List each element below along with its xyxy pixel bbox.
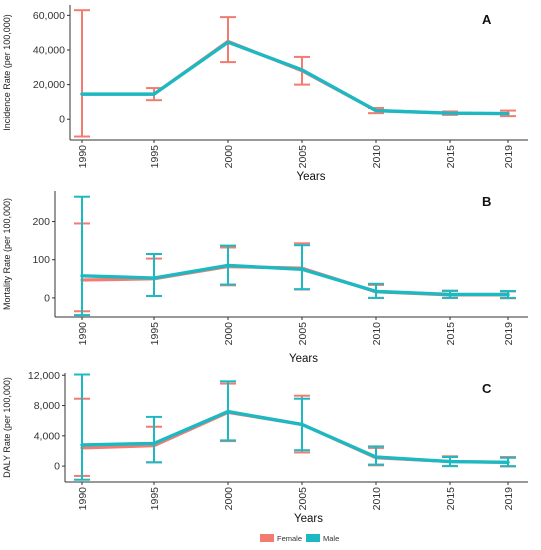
x-tick-label: 2010 (371, 487, 383, 511)
error-bar (368, 445, 384, 466)
x-tick-label: 2005 (297, 145, 309, 169)
x-tick-label: 2000 (223, 145, 235, 169)
panel-C: 0 4,000 8,000 12,000 1990 1995 2000 2005 2010 201… (2, 370, 528, 525)
y-tick-label: 0 (44, 292, 50, 304)
y-tick-label: 0 (54, 461, 60, 473)
panel-B: 0 100 200 1990 1995 2000 2005 2010 2015 2019 Years… (2, 191, 528, 365)
y-axis-title: DALY Rate (per 100,000) (2, 377, 12, 478)
x-tick-label: 1990 (77, 322, 89, 346)
x-tick-label: 2000 (223, 322, 235, 346)
series-line-female (80, 39, 510, 116)
error-bar (368, 282, 384, 299)
series-line-male (80, 409, 510, 465)
error-bar (442, 456, 458, 468)
legend-label-male: Male (323, 534, 339, 543)
x-tick-label: 1990 (77, 145, 89, 169)
series-male (74, 373, 516, 481)
legend-swatch-female (260, 534, 274, 542)
x-tick-label: 2015 (445, 322, 457, 346)
y-tick-label: 40,000 (33, 45, 65, 57)
y-axis-title: Mortality Rate (per 100,000) (2, 198, 12, 310)
legend-label-female: Female (277, 534, 302, 543)
x-tick-label: 2005 (297, 487, 309, 511)
x-tick-label: 1995 (149, 145, 161, 169)
y-tick-label: 20,000 (33, 79, 65, 91)
x-axis-title: Years (297, 171, 326, 183)
x-tick-label: 2005 (297, 322, 309, 346)
x-tick-label: 1995 (149, 487, 161, 511)
error-bar (146, 415, 162, 464)
panel-label: A (482, 12, 492, 27)
y-axis-title: Incidence Rate (per 100,000) (2, 14, 12, 131)
error-bar (74, 195, 90, 317)
x-axis-title: Years (294, 513, 323, 525)
x-axis-title: Years (289, 353, 318, 365)
error-bar (294, 397, 310, 452)
y-tick-label: 100 (32, 254, 50, 266)
error-bar (74, 373, 90, 481)
x-tick-label: 1995 (149, 322, 161, 346)
y-tick-label: 60,000 (33, 10, 65, 22)
y-tick-label: 0 (59, 114, 65, 126)
x-tick-label: 1990 (77, 487, 89, 511)
error-bar (146, 253, 162, 297)
series-line-female (80, 410, 510, 464)
x-tick-label: 2015 (445, 487, 457, 511)
legend-swatch-male (306, 534, 320, 542)
series-female (74, 9, 516, 138)
x-tick-label: 2015 (445, 145, 457, 169)
series-line-male (80, 40, 510, 116)
error-bar (220, 244, 236, 286)
x-tick-label: 2019 (503, 322, 515, 346)
x-tick-label: 2019 (503, 487, 515, 511)
panel-label: C (482, 381, 492, 396)
error-bar (220, 16, 236, 64)
error-bar (220, 380, 236, 442)
x-tick-label: 2010 (371, 322, 383, 346)
y-tick-label: 12,000 (28, 370, 60, 382)
error-bar (442, 289, 458, 299)
series-male (74, 195, 516, 317)
error-bar (74, 9, 90, 138)
y-tick-label: 200 (32, 216, 50, 228)
x-tick-label: 2010 (371, 145, 383, 169)
panel-label: B (482, 194, 491, 209)
series-male (80, 40, 510, 116)
y-tick-label: 4,000 (34, 430, 60, 442)
legend: Female Male (260, 534, 339, 543)
x-tick-label: 2000 (223, 487, 235, 511)
error-bar (500, 456, 516, 468)
y-tick-label: 8,000 (34, 400, 60, 412)
x-tick-label: 2019 (503, 145, 515, 169)
error-bar (294, 244, 310, 291)
error-bar (500, 290, 516, 299)
panel-A: 0 20,000 40,000 60,000 1990 1995 2000 2005 2010 2… (2, 5, 528, 183)
